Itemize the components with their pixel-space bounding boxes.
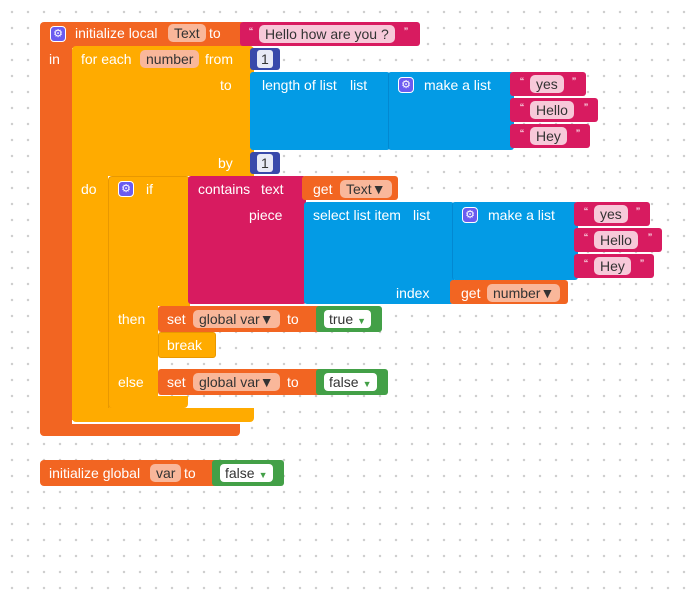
- list1-hey-open-quote-icon: “: [520, 127, 524, 141]
- local-to-label: to: [209, 25, 221, 41]
- list2-hey-open-quote-icon: “: [584, 257, 588, 271]
- global-false-value: false: [225, 465, 255, 481]
- contains-piece-label: piece: [249, 207, 283, 223]
- local-var-name[interactable]: Text: [168, 24, 206, 42]
- foreach-label: for each: [81, 51, 132, 67]
- list1-hey-close-quote-icon: ”: [576, 127, 580, 141]
- false-dropdown[interactable]: false ▼: [324, 373, 377, 391]
- list1-yes-open-quote-icon: “: [520, 75, 524, 89]
- set-else-var: global var: [199, 374, 260, 390]
- get-text-var: Text: [346, 181, 372, 197]
- foreach-var-name[interactable]: number: [140, 50, 200, 68]
- make-list-gear-icon[interactable]: ⚙: [398, 77, 414, 93]
- list2-item-hey[interactable]: Hey: [594, 257, 631, 275]
- global-var-name[interactable]: var: [150, 464, 182, 482]
- foreach-bottom-bar: [72, 408, 254, 422]
- contains-text-label: text: [261, 181, 284, 197]
- foreach-body-left: [72, 170, 108, 420]
- list1-yes-close-quote-icon: ”: [572, 75, 576, 89]
- break-label: break: [167, 337, 203, 353]
- dropdown-arrow-icon: ▼: [259, 311, 274, 327]
- if-label: if: [146, 181, 153, 197]
- mutator-gear-icon[interactable]: ⚙: [50, 26, 66, 42]
- list1-hello-open-quote-icon: “: [520, 101, 524, 115]
- if-block[interactable]: [108, 176, 190, 306]
- length-of-list-label: length of list: [262, 77, 337, 93]
- initialize-local-body-left: [40, 46, 72, 436]
- get-number-dropdown[interactable]: number▼: [487, 284, 561, 302]
- true-dropdown[interactable]: true ▼: [324, 310, 372, 328]
- dropdown-arrow-icon: ▼: [362, 379, 372, 389]
- else-label: else: [118, 374, 144, 390]
- contains-block[interactable]: [188, 176, 306, 304]
- by-number-value[interactable]: 1: [257, 154, 273, 172]
- make-list-label-1: make a list: [424, 77, 491, 93]
- break-block[interactable]: [158, 332, 216, 358]
- if-body-left: [108, 300, 158, 408]
- foreach-from-label: from: [205, 51, 233, 67]
- length-list-label: list: [350, 77, 368, 93]
- initialize-global-label: initialize global: [49, 465, 141, 481]
- set-then-var-dropdown[interactable]: global var▼: [193, 310, 280, 328]
- in-label: in: [49, 51, 60, 67]
- initialize-local-bottom-bar: [40, 424, 240, 436]
- set-then-to-label: to: [287, 311, 299, 327]
- select-list-label: list: [413, 207, 431, 223]
- false-value: false: [329, 374, 359, 390]
- contains-label: contains: [198, 181, 251, 197]
- make-list-label-2: make a list: [488, 207, 555, 223]
- foreach-to-label: to: [220, 77, 232, 93]
- dropdown-arrow-icon: ▼: [357, 316, 367, 326]
- length-of-list-block[interactable]: [250, 72, 390, 150]
- list2-hello-close-quote-icon: ”: [648, 231, 652, 245]
- set-else-label: set: [167, 374, 186, 390]
- dropdown-arrow-icon: ▼: [371, 181, 386, 197]
- set-else-to-label: to: [287, 374, 299, 390]
- close-quote-icon: ”: [404, 25, 408, 39]
- list1-item-hello[interactable]: Hello: [530, 101, 574, 119]
- initialize-local-block[interactable]: [40, 22, 245, 48]
- global-to-label: to: [184, 465, 196, 481]
- text-string-value[interactable]: Hello how are you ?: [259, 25, 395, 43]
- foreach-do-label: do: [81, 181, 97, 197]
- initialize-global-block[interactable]: [40, 460, 218, 486]
- list2-item-hello[interactable]: Hello: [594, 231, 638, 249]
- dropdown-arrow-icon: ▼: [258, 470, 268, 480]
- dropdown-arrow-icon: ▼: [540, 285, 555, 301]
- select-list-item-block[interactable]: [304, 202, 454, 304]
- list2-yes-close-quote-icon: ”: [636, 205, 640, 219]
- if-gear-icon[interactable]: ⚙: [118, 181, 134, 197]
- list1-item-yes[interactable]: yes: [530, 75, 564, 93]
- if-bottom-bar: [108, 396, 188, 408]
- then-label: then: [118, 311, 146, 327]
- list2-hey-close-quote-icon: ”: [640, 257, 644, 271]
- list1-item-hey[interactable]: Hey: [530, 127, 567, 145]
- list2-item-yes[interactable]: yes: [594, 205, 628, 223]
- open-quote-icon: “: [249, 25, 253, 39]
- list1-hello-close-quote-icon: ”: [584, 101, 588, 115]
- from-number-value[interactable]: 1: [257, 50, 273, 68]
- get-text-label: get: [313, 181, 333, 197]
- set-then-var: global var: [199, 311, 260, 327]
- global-false-dropdown[interactable]: false ▼: [220, 464, 273, 482]
- get-number-var: number: [493, 285, 541, 301]
- true-value: true: [329, 311, 354, 327]
- select-index-label: index: [396, 285, 430, 301]
- make-list-gear-icon-2[interactable]: ⚙: [462, 207, 478, 223]
- list2-hello-open-quote-icon: “: [584, 231, 588, 245]
- set-then-label: set: [167, 311, 186, 327]
- set-else-var-dropdown[interactable]: global var▼: [193, 373, 280, 391]
- foreach-by-label: by: [218, 155, 233, 171]
- dropdown-arrow-icon: ▼: [259, 374, 274, 390]
- select-list-item-label: select list item: [313, 207, 401, 223]
- initialize-local-label: initialize local: [75, 25, 158, 41]
- get-text-dropdown[interactable]: Text▼: [340, 180, 392, 198]
- list2-yes-open-quote-icon: “: [584, 205, 588, 219]
- get-number-label: get: [461, 285, 481, 301]
